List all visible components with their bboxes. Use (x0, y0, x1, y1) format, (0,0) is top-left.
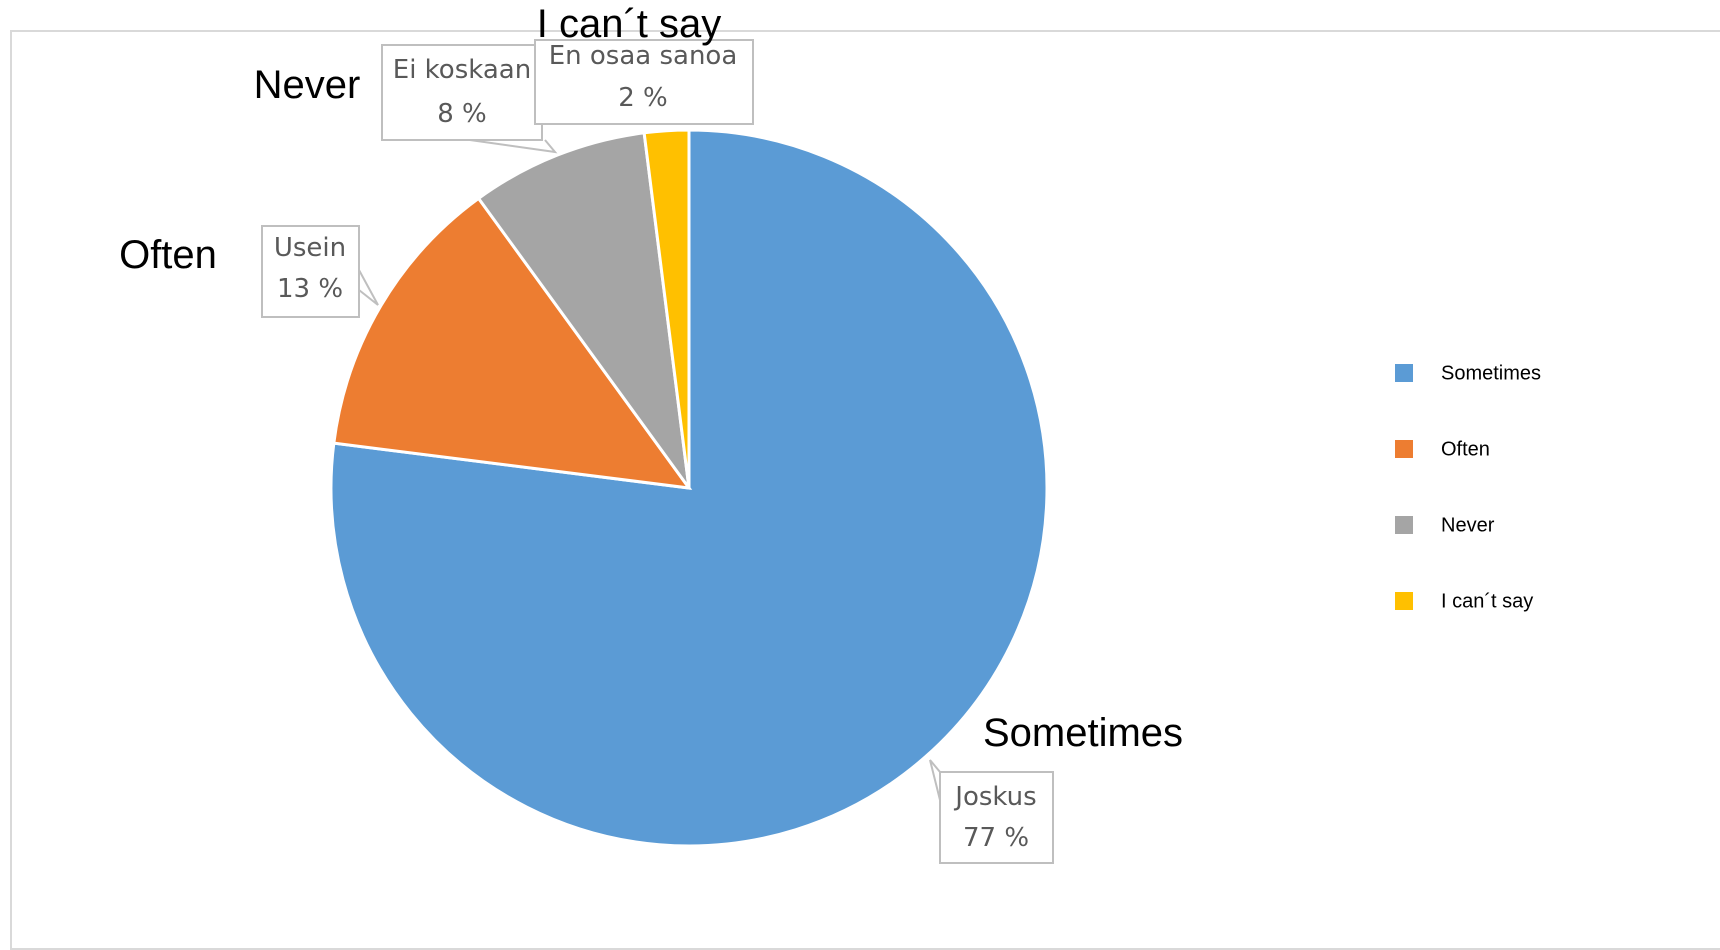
legend: Sometimes Often Never I can´t say (1395, 362, 1541, 612)
pie-slice-often (332, 196, 693, 490)
callout-i-can-t-say: En osaa sanoa 2 % (534, 39, 754, 125)
pie-slice-sometimes (329, 128, 1049, 848)
callout-category-label: Ei koskaan (393, 55, 531, 85)
callout-box (534, 39, 754, 125)
callout-box (939, 771, 1054, 864)
callout-value-label: 13 % (277, 274, 343, 304)
leader-line-never (469, 139, 558, 154)
callout-often: Usein 13 % (261, 225, 360, 318)
pie-slices (329, 128, 1049, 848)
leader-line-often (358, 269, 379, 306)
english-label-never: Never (254, 63, 361, 107)
english-label-often: Often (119, 233, 217, 277)
legend-label: I can´t say (1441, 590, 1533, 612)
legend-label: Never (1441, 514, 1495, 536)
legend-swatch (1395, 516, 1413, 534)
callout-value-label: 77 % (963, 823, 1029, 853)
legend-label: Often (1441, 438, 1490, 460)
pie-slice-never (476, 131, 691, 489)
callout-box (381, 44, 543, 141)
callout-box (261, 225, 360, 318)
legend-item-i-can-t-say: I can´t say (1395, 590, 1533, 612)
english-label-i-can-t-say: I can´t say (537, 2, 722, 46)
callout-sometimes: Joskus 77 % (939, 771, 1054, 864)
english-label-sometimes: Sometimes (983, 711, 1183, 755)
leader-line-sometimes (929, 759, 941, 801)
legend-item-never: Never (1395, 514, 1495, 536)
legend-item-sometimes: Sometimes (1395, 362, 1541, 384)
legend-item-often: Often (1395, 438, 1490, 460)
callout-category-label: En osaa sanoa (549, 41, 738, 71)
callout-value-label: 2 % (618, 83, 668, 113)
legend-swatch (1395, 440, 1413, 458)
callout-category-label: Joskus (953, 782, 1036, 812)
callout-value-label: 8 % (437, 99, 487, 129)
english-labels: Sometimes Often Never I can´t say (119, 2, 1183, 755)
data-labels: Joskus 77 % Usein 13 % Ei koskaan 8 % En osaa … (261, 39, 1054, 864)
legend-swatch (1395, 592, 1413, 610)
pie-slice-i-can-t-say (642, 128, 691, 489)
legend-label: Sometimes (1441, 362, 1541, 384)
callout-category-label: Usein (274, 233, 346, 263)
legend-swatch (1395, 364, 1413, 382)
callout-never: Ei koskaan 8 % (381, 44, 543, 141)
